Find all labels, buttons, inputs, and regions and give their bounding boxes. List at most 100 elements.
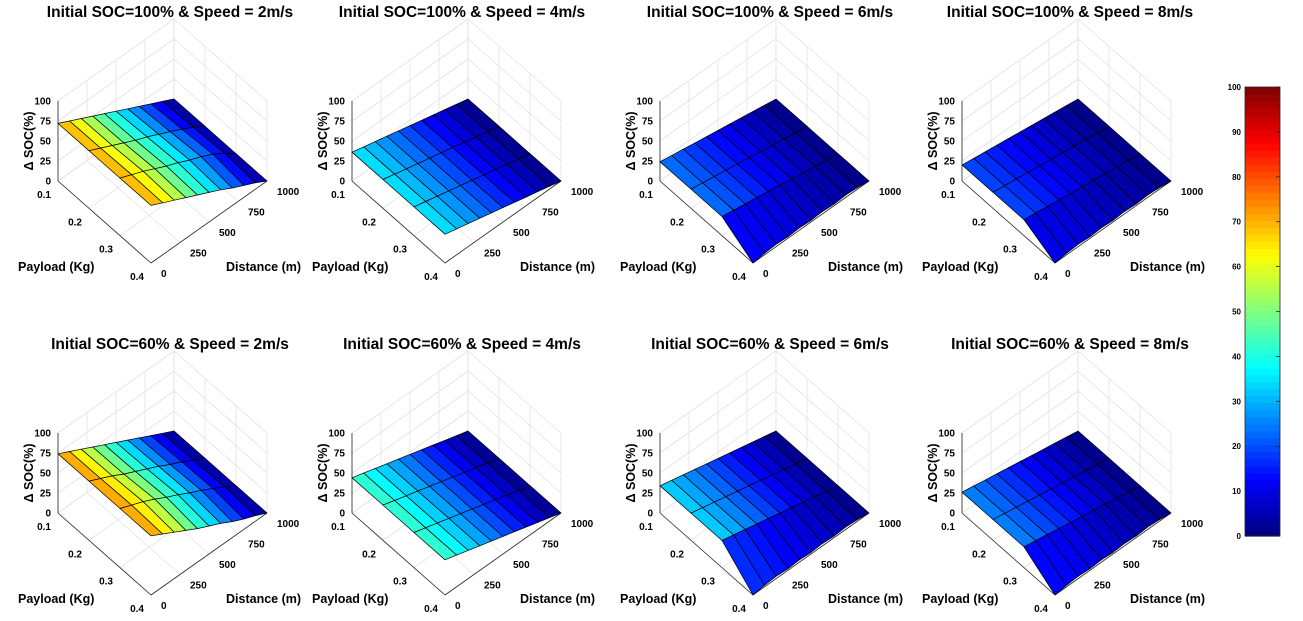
axes [351,433,562,596]
x-axis-line [961,180,1056,264]
x-tick-label: 0.4 [130,604,144,615]
surface [961,430,1172,596]
wall-gridline [961,38,1079,122]
y-axis-line [752,180,870,264]
colorbar-tick-label: 50 [1232,308,1241,317]
colorbar-segment [1245,234,1280,242]
axes [659,101,870,264]
wall-gridline [467,38,562,122]
y-tick-label: 1000 [1181,187,1204,198]
colorbar-tick-label: 100 [1228,83,1242,92]
z-tick-label: 75 [642,449,654,460]
y-tick-label: 0 [763,601,769,612]
axes [57,101,268,264]
colorbar-segment [1245,108,1280,116]
surface-patch [1023,212,1067,264]
y-tick-label: 750 [1152,540,1169,551]
wall-gridline [1077,370,1172,454]
z-tick-label: 25 [642,157,654,168]
colorbar-segment [1245,521,1280,530]
z-tick-label: 75 [40,449,52,460]
y-axis-label: Distance (m) [1130,260,1205,274]
x-axis-label: Payload (Kg) [620,592,696,606]
y-tick-label: 1000 [571,519,594,530]
x-axis-label: Payload (Kg) [620,260,696,274]
wall-gridline [659,350,777,434]
colorbar-segment [1245,444,1280,453]
colorbar-segment [1245,248,1280,256]
z-tick-label: 50 [642,137,654,148]
y-axis-line [150,180,268,264]
colorbar-segment [1245,192,1280,200]
colorbar-segment [1245,367,1280,376]
axes [961,433,1172,596]
z-tick-label: 0 [949,177,955,188]
surface [351,98,562,235]
colorbar-segment [1245,304,1280,313]
x-tick-label: 0.1 [941,190,955,201]
y-tick-label: 250 [1094,581,1111,592]
y-tick-label: 750 [850,540,867,551]
x-tick-label: 0.1 [37,190,51,201]
y-tick-label: 0 [1065,269,1071,280]
y-axis-line [444,180,562,264]
wall-gridline [57,350,175,434]
colorbar-segment [1245,423,1280,432]
x-tick-label: 0.1 [37,522,51,533]
wall-gridline [351,390,469,474]
colorbar-segment [1245,262,1280,271]
wall-gridline [775,38,870,122]
z-tick-label: 25 [40,489,52,500]
floor-gridline [86,160,181,243]
colorbar-segment [1245,493,1280,502]
colorbar-segment [1245,381,1280,390]
wall-gridline [173,18,268,102]
surface [351,430,562,561]
x-axis-line [57,512,152,596]
colorbar-segment [1245,269,1280,278]
y-tick-label: 500 [513,228,530,239]
wall-gridline [961,390,1079,474]
wall-gridline [775,78,870,162]
y-tick-label: 750 [542,208,559,219]
y-axis-label: Distance (m) [828,260,903,274]
x-tick-label: 0.2 [670,549,684,560]
y-axis-line [1054,180,1172,264]
x-tick-label: 0.1 [331,190,345,201]
wall-gridline [961,410,1079,494]
x-tick-label: 0.4 [732,604,746,615]
y-tick-label: 250 [792,249,809,260]
colorbar-segment [1245,318,1280,327]
wall-gridline [961,370,1079,454]
z-tick-label: 100 [328,97,345,108]
x-tick-label: 0.1 [331,522,345,533]
z-tick-label: 25 [334,157,346,168]
x-tick-label: 0.3 [1003,245,1017,256]
wall-gridline [467,410,562,494]
colorbar-tick-label: 70 [1232,218,1241,227]
y-axis-label: Distance (m) [1130,592,1205,606]
wall-gridline [467,390,562,474]
wall-gridline [173,38,268,122]
colorbar-segment [1245,297,1280,306]
z-axis-label: Δ SOC(%) [624,112,638,171]
x-tick-label: 0.2 [68,217,82,228]
wall-gridline [467,350,562,434]
surface-patch [413,201,457,235]
z-tick-label: 25 [944,157,956,168]
y-axis-label: Distance (m) [520,260,595,274]
x-axis-label: Payload (Kg) [922,260,998,274]
wall-gridline [173,350,268,434]
y-tick-label: 0 [455,269,461,280]
colorbar-segment [1245,486,1280,495]
colorbar-segment [1245,101,1280,109]
subplot-1: Initial SOC=100% & Speed = 2m/s 0 25 50 75 10… [18,4,301,283]
x-tick-label: 0.4 [732,272,746,283]
wall-gridline [173,370,268,454]
x-tick-label: 0.4 [1034,272,1048,283]
z-tick-label: 50 [40,137,52,148]
y-axis-label: Distance (m) [226,260,301,274]
y-tick-label: 500 [219,228,236,239]
x-axis-line [961,512,1056,596]
y-tick-label: 0 [455,601,461,612]
